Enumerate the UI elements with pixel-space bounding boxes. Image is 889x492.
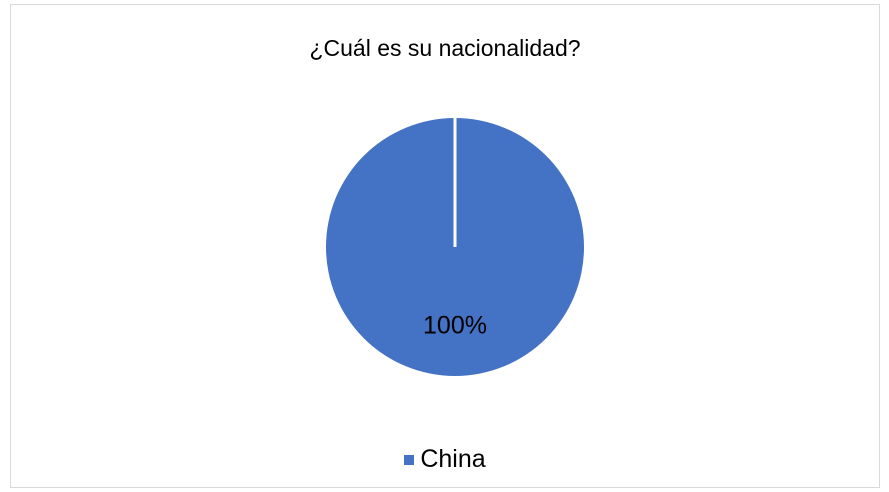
chart-frame: ¿Cuál es su nacionalidad? 100% China: [10, 4, 880, 488]
pie-data-label-china: 100%: [423, 312, 487, 340]
legend-swatch-china: [404, 454, 415, 465]
chart-title: ¿Cuál es su nacionalidad?: [309, 35, 581, 61]
legend: China: [11, 445, 879, 474]
pie-chart: 100%: [326, 118, 584, 376]
pie-data-labels: 100%: [423, 312, 487, 340]
pie-slices: [326, 118, 584, 376]
legend-label-china: China: [420, 445, 486, 473]
